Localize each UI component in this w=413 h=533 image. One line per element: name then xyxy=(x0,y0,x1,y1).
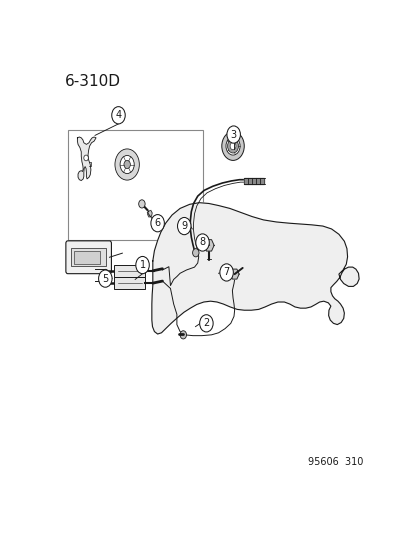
Circle shape xyxy=(177,217,190,235)
Circle shape xyxy=(226,126,240,143)
Polygon shape xyxy=(203,245,209,251)
Circle shape xyxy=(195,234,209,251)
Polygon shape xyxy=(244,179,247,184)
Circle shape xyxy=(192,248,199,257)
Text: 3: 3 xyxy=(230,130,236,140)
Circle shape xyxy=(120,156,134,174)
Bar xyxy=(71,248,106,266)
Circle shape xyxy=(180,330,186,339)
Circle shape xyxy=(221,132,244,160)
FancyBboxPatch shape xyxy=(66,241,111,273)
Circle shape xyxy=(150,215,164,232)
Circle shape xyxy=(227,139,238,153)
Polygon shape xyxy=(260,179,263,184)
Polygon shape xyxy=(248,179,252,184)
Bar xyxy=(68,130,202,240)
Circle shape xyxy=(115,149,139,180)
Polygon shape xyxy=(147,211,152,217)
Circle shape xyxy=(138,200,145,208)
Polygon shape xyxy=(209,245,214,251)
Polygon shape xyxy=(209,240,214,245)
Circle shape xyxy=(225,137,240,155)
Text: 5: 5 xyxy=(102,273,108,284)
Circle shape xyxy=(123,160,130,168)
Polygon shape xyxy=(203,240,209,245)
Polygon shape xyxy=(230,269,239,279)
Polygon shape xyxy=(206,245,211,251)
Text: 6: 6 xyxy=(154,218,160,228)
Polygon shape xyxy=(206,240,211,245)
Circle shape xyxy=(98,270,112,287)
Circle shape xyxy=(219,264,233,281)
Circle shape xyxy=(230,142,235,150)
Text: 8: 8 xyxy=(199,238,205,247)
Polygon shape xyxy=(252,179,256,184)
Text: 7: 7 xyxy=(223,268,229,278)
Text: 4: 4 xyxy=(115,110,121,120)
Bar xyxy=(114,277,145,289)
Polygon shape xyxy=(77,137,96,181)
Circle shape xyxy=(199,314,213,332)
Bar xyxy=(74,251,100,264)
Polygon shape xyxy=(152,203,358,334)
Circle shape xyxy=(83,155,88,161)
Circle shape xyxy=(112,107,125,124)
Text: 1: 1 xyxy=(139,260,145,270)
Bar xyxy=(114,265,145,277)
Polygon shape xyxy=(256,179,259,184)
Text: 6-310D: 6-310D xyxy=(64,74,120,89)
Circle shape xyxy=(135,256,149,273)
Text: 9: 9 xyxy=(181,221,187,231)
Text: 95606  310: 95606 310 xyxy=(307,457,362,467)
Text: 2: 2 xyxy=(203,318,209,328)
